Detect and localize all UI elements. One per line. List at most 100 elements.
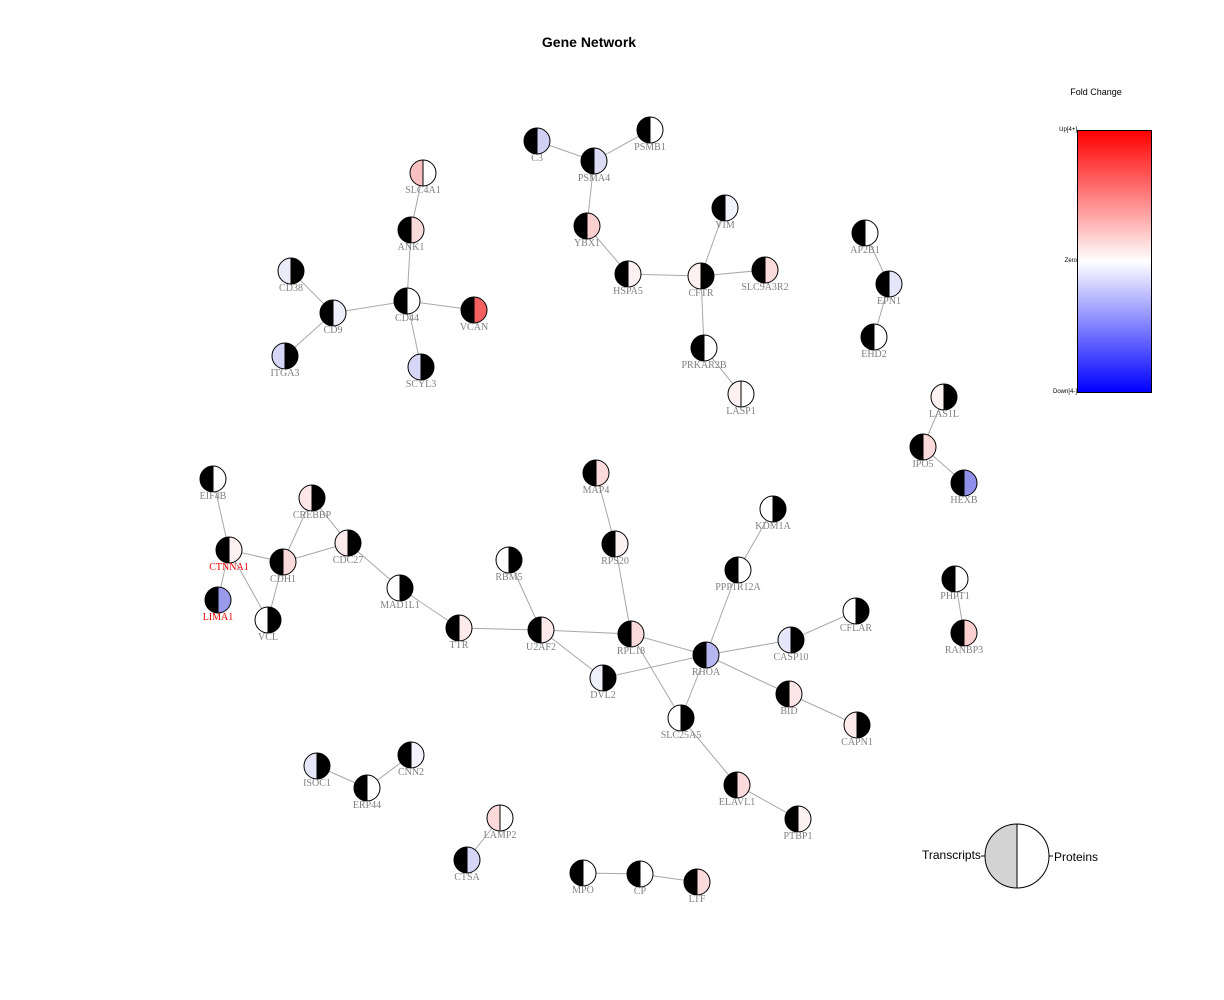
node-transcript-half bbox=[752, 257, 765, 283]
node-psmb1[interactable]: PSMB1 bbox=[634, 116, 666, 153]
node-protein-half bbox=[348, 530, 361, 556]
node-label: YBX1 bbox=[574, 238, 600, 249]
pie-legend-transcripts-label: Transcripts bbox=[922, 848, 981, 862]
node-lasp1[interactable]: LASP1 bbox=[726, 380, 756, 417]
node-hspa5[interactable]: HSPA5 bbox=[613, 260, 643, 297]
node-crebbp[interactable]: CREBBP bbox=[293, 484, 332, 521]
edge-rhoa-bid bbox=[705, 654, 790, 695]
node-itga3[interactable]: ITGA3 bbox=[271, 342, 300, 379]
node-isoc1[interactable]: ISOC1 bbox=[303, 752, 331, 789]
node-vcl[interactable]: VCL bbox=[254, 606, 282, 643]
node-label: ELAVL1 bbox=[719, 797, 755, 808]
node-cdh1[interactable]: CDH1 bbox=[269, 548, 297, 585]
node-elavl1[interactable]: ELAVL1 bbox=[719, 771, 755, 808]
node-protein-half bbox=[423, 160, 436, 186]
node-hexb[interactable]: HEXB bbox=[950, 469, 978, 506]
node-lima1[interactable]: LIMA1 bbox=[203, 586, 234, 623]
node-vcan[interactable]: VCAN bbox=[460, 296, 488, 333]
node-cdc27[interactable]: CDC27 bbox=[333, 529, 364, 566]
node-ctsa[interactable]: CTSA bbox=[453, 846, 481, 883]
node-transcript-half bbox=[942, 566, 955, 592]
node-protein-half bbox=[411, 217, 424, 243]
node-label: PTBP1 bbox=[784, 831, 813, 842]
node-protein-half bbox=[798, 806, 811, 832]
node-protein-half bbox=[944, 384, 957, 410]
node-ctnna1[interactable]: CTNNA1 bbox=[209, 536, 249, 573]
node-slc25a5[interactable]: SLC25A5 bbox=[661, 704, 702, 741]
node-ybx1[interactable]: YBX1 bbox=[573, 212, 601, 249]
node-layer: SLC4A1 ANK1 CD38 CD9 CD44 VCAN ITGA3 SCYL3 C3 PSM… bbox=[199, 116, 983, 905]
node-eif4b[interactable]: EIF4B bbox=[199, 465, 227, 502]
node-cd9[interactable]: CD9 bbox=[319, 299, 347, 336]
node-ap2b1[interactable]: AP2B1 bbox=[850, 219, 880, 256]
node-transcript-half bbox=[724, 772, 737, 798]
node-protein-half bbox=[737, 772, 750, 798]
node-rbm5[interactable]: RBM5 bbox=[495, 546, 523, 583]
node-cd44[interactable]: CD44 bbox=[393, 287, 421, 324]
node-transcript-half bbox=[387, 575, 400, 601]
node-prkar2b[interactable]: PRKAR2B bbox=[681, 334, 727, 371]
node-protein-half bbox=[615, 531, 628, 557]
node-protein-half bbox=[283, 549, 296, 575]
node-label: CD44 bbox=[395, 313, 419, 324]
node-rhoa[interactable]: RHOA bbox=[692, 641, 721, 678]
node-cp[interactable]: CP bbox=[626, 860, 654, 897]
node-ipo5[interactable]: IPO5 bbox=[909, 433, 937, 470]
node-ltf[interactable]: LTF bbox=[683, 868, 711, 905]
node-label: PHPT1 bbox=[940, 591, 969, 602]
node-ehd2[interactable]: EHD2 bbox=[860, 323, 888, 360]
node-protein-half bbox=[857, 712, 870, 738]
node-c3[interactable]: C3 bbox=[523, 127, 551, 164]
node-slc9a3r2[interactable]: SLC9A3R2 bbox=[741, 256, 789, 293]
node-dvl2[interactable]: DVL2 bbox=[589, 664, 617, 701]
node-epn1[interactable]: EPN1 bbox=[875, 270, 903, 307]
node-casp10[interactable]: CASP10 bbox=[773, 626, 809, 663]
node-ank1[interactable]: ANK1 bbox=[397, 216, 425, 253]
node-bid[interactable]: BID bbox=[775, 680, 803, 717]
node-rpl18[interactable]: RPL18 bbox=[617, 620, 645, 657]
node-map4[interactable]: MAP4 bbox=[582, 459, 610, 496]
node-ranbp3[interactable]: RANBP3 bbox=[945, 619, 983, 656]
node-transcript-half bbox=[446, 615, 459, 641]
node-protein-half bbox=[596, 460, 609, 486]
node-cflar[interactable]: CFLAR bbox=[840, 597, 873, 634]
node-label: CTSA bbox=[454, 872, 480, 883]
node-protein-half bbox=[789, 681, 802, 707]
node-label: KDM1A bbox=[755, 521, 791, 532]
node-protein-half bbox=[218, 587, 231, 613]
node-protein-half bbox=[697, 869, 710, 895]
node-u2af2[interactable]: U2AF2 bbox=[526, 616, 556, 653]
node-erp44[interactable]: ERP44 bbox=[353, 774, 381, 811]
node-mpo[interactable]: MPO bbox=[569, 859, 597, 896]
node-protein-half bbox=[923, 434, 936, 460]
node-transcript-half bbox=[844, 712, 857, 738]
node-cftr[interactable]: CFTR bbox=[687, 262, 715, 299]
node-psma4[interactable]: PSMA4 bbox=[578, 147, 610, 184]
node-scyl3[interactable]: SCYL3 bbox=[406, 353, 437, 390]
node-capn1[interactable]: CAPN1 bbox=[841, 711, 873, 748]
node-cd38[interactable]: CD38 bbox=[277, 257, 305, 294]
node-las1l[interactable]: LAS1L bbox=[929, 383, 959, 420]
node-label: MAD1L1 bbox=[380, 600, 419, 611]
node-vim[interactable]: VIM bbox=[711, 194, 739, 231]
node-transcript-half bbox=[876, 271, 889, 297]
node-phpt1[interactable]: PHPT1 bbox=[940, 565, 970, 602]
node-ptbp1[interactable]: PTBP1 bbox=[784, 805, 813, 842]
node-ttr[interactable]: TTR bbox=[445, 614, 473, 651]
node-transcript-half bbox=[951, 620, 964, 646]
node-protein-half bbox=[773, 496, 786, 522]
node-transcript-half bbox=[581, 148, 594, 174]
node-cnn2[interactable]: CNN2 bbox=[397, 741, 425, 778]
node-slc4a1[interactable]: SLC4A1 bbox=[405, 159, 441, 196]
node-label: HEXB bbox=[950, 495, 978, 506]
node-kdm1a[interactable]: KDM1A bbox=[755, 495, 792, 532]
node-transcript-half bbox=[712, 195, 725, 221]
node-transcript-half bbox=[627, 861, 640, 887]
node-rps20[interactable]: RPS20 bbox=[601, 530, 629, 567]
node-transcript-half bbox=[684, 869, 697, 895]
node-ppp1r12a[interactable]: PPP1R12A bbox=[715, 556, 762, 593]
node-transcript-half bbox=[272, 343, 285, 369]
node-lamp2[interactable]: LAMP2 bbox=[484, 804, 517, 841]
node-label: SLC25A5 bbox=[661, 730, 702, 741]
node-mad1l1[interactable]: MAD1L1 bbox=[380, 574, 420, 611]
